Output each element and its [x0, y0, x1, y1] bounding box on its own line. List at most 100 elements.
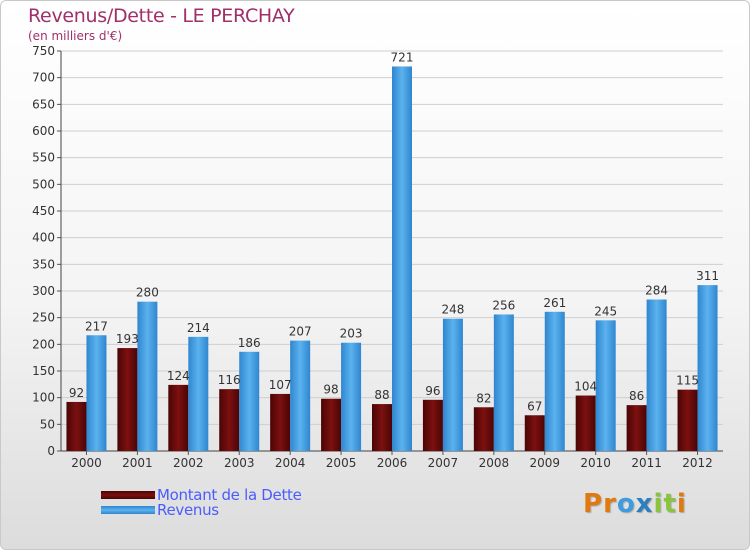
- bar-dette: [626, 405, 647, 451]
- y-tick-label: 600: [32, 124, 55, 138]
- x-tick-label: 2004: [275, 456, 306, 470]
- x-tick-label: 2003: [224, 456, 255, 470]
- bar-dette: [677, 389, 698, 451]
- bar-dette: [117, 348, 138, 451]
- bar-revenus: [341, 342, 362, 451]
- bar-revenus: [137, 301, 158, 451]
- bar-revenus: [595, 320, 616, 451]
- legend-label-dette: Montant de la Dette: [157, 485, 302, 504]
- y-tick-label: 550: [32, 151, 55, 165]
- y-tick-label: 300: [32, 284, 55, 298]
- legend-swatch-revenus: [101, 505, 155, 514]
- bar-revenus: [493, 314, 514, 451]
- data-label-dette: 88: [374, 388, 389, 402]
- bar-dette: [422, 399, 443, 451]
- bar-revenus: [392, 66, 412, 451]
- bar-dette: [575, 395, 596, 451]
- y-tick-label: 700: [32, 71, 55, 85]
- proxiti-logo: Proxiti: [583, 489, 687, 519]
- data-label-dette: 193: [116, 332, 139, 346]
- data-label-revenus: 248: [441, 303, 464, 317]
- x-tick-label: 2012: [682, 456, 713, 470]
- data-label-revenus: 186: [238, 336, 261, 350]
- x-tick-label: 2009: [529, 456, 560, 470]
- data-label-revenus: 261: [543, 296, 566, 310]
- bar-revenus: [442, 318, 463, 451]
- data-label-dette: 67: [527, 399, 542, 413]
- bar-revenus: [290, 340, 311, 451]
- y-tick-label: 250: [32, 311, 55, 325]
- y-tick-label: 650: [32, 97, 55, 111]
- logo-letter: i: [653, 489, 664, 519]
- logo-letter: t: [663, 489, 677, 519]
- bar-dette: [524, 415, 545, 451]
- x-tick-label: 2001: [122, 456, 153, 470]
- legend-item-revenus: Revenus: [101, 500, 302, 519]
- data-label-revenus: 214: [187, 321, 210, 335]
- x-tick-label: 2000: [71, 456, 102, 470]
- x-tick-label: 2002: [173, 456, 204, 470]
- data-label-revenus: 207: [289, 325, 312, 339]
- legend-item-dette: Montant de la Dette: [101, 485, 302, 504]
- y-tick-label: 750: [32, 44, 55, 58]
- bar-revenus: [697, 285, 718, 451]
- y-tick-label: 100: [32, 391, 55, 405]
- bar-revenus: [239, 351, 260, 451]
- bar-dette: [66, 401, 87, 451]
- bar-dette: [321, 398, 342, 451]
- y-tick-label: 450: [32, 204, 55, 218]
- data-label-revenus: 280: [136, 286, 159, 300]
- data-label-dette: 92: [69, 386, 84, 400]
- data-label-revenus: 721: [391, 50, 414, 64]
- data-label-dette: 107: [269, 378, 292, 392]
- bar-dette: [372, 404, 392, 451]
- chart-subtitle: (en milliers d'€): [28, 29, 123, 43]
- data-label-revenus: 203: [340, 327, 363, 341]
- data-label-dette: 115: [676, 374, 699, 388]
- logo-letter: i: [676, 489, 687, 519]
- y-tick-label: 0: [47, 444, 55, 458]
- data-label-dette: 124: [167, 369, 190, 383]
- logo-letter: P: [583, 489, 604, 519]
- data-label-dette: 116: [218, 373, 241, 387]
- data-label-dette: 104: [574, 380, 597, 394]
- legend-label-revenus: Revenus: [157, 500, 219, 519]
- data-label-revenus: 217: [85, 319, 108, 333]
- x-tick-label: 2007: [428, 456, 459, 470]
- bar-dette: [473, 407, 494, 451]
- y-tick-label: 200: [32, 337, 55, 351]
- bar-revenus: [646, 299, 667, 451]
- data-label-revenus: 284: [645, 284, 668, 298]
- legend-swatch-dette: [101, 490, 155, 499]
- y-tick-label: 50: [40, 417, 55, 431]
- y-tick-label: 350: [32, 257, 55, 271]
- data-label-revenus: 311: [696, 269, 719, 283]
- x-tick-label: 2006: [377, 456, 408, 470]
- data-label-revenus: 256: [492, 298, 515, 312]
- chart-title: Revenus/Dette - LE PERCHAY: [28, 5, 295, 27]
- chart-legend: Montant de la Dette Revenus: [101, 485, 302, 519]
- data-label-dette: 82: [476, 391, 491, 405]
- x-tick-label: 2005: [326, 456, 357, 470]
- y-tick-label: 150: [32, 364, 55, 378]
- data-label-dette: 86: [629, 389, 644, 403]
- y-tick-label: 500: [32, 177, 55, 191]
- logo-letter: x: [635, 489, 654, 519]
- x-tick-label: 2008: [479, 456, 510, 470]
- bar-revenus: [544, 311, 565, 451]
- logo-letter: r: [603, 489, 617, 519]
- x-tick-label: 2010: [580, 456, 611, 470]
- bar-revenus: [188, 336, 209, 451]
- data-label-revenus: 245: [594, 304, 617, 318]
- x-tick-label: 2011: [631, 456, 662, 470]
- data-label-dette: 98: [323, 383, 338, 397]
- y-tick-label: 400: [32, 231, 55, 245]
- logo-letter: o: [616, 489, 636, 519]
- bar-dette: [219, 389, 240, 451]
- bar-dette: [270, 393, 291, 451]
- bar-revenus: [86, 335, 107, 451]
- data-label-dette: 96: [425, 384, 440, 398]
- bar-dette: [168, 384, 189, 451]
